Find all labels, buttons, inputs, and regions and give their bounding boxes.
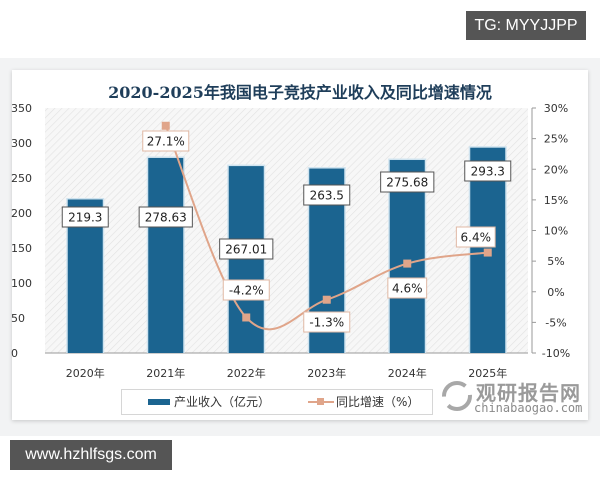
y-right-tick: -5% bbox=[545, 316, 566, 329]
x-tick-label: 2022年 bbox=[227, 366, 266, 380]
growth-value-label: -1.3% bbox=[309, 316, 344, 330]
bar-value-label: 275.68 bbox=[386, 176, 428, 190]
bar-value-label-box bbox=[464, 160, 512, 182]
watermark-cn: 观研报告网 bbox=[476, 381, 581, 405]
chart-legend: 产业收入（亿元） 同比增速（%） bbox=[121, 389, 433, 415]
growth-value-label: 27.1% bbox=[147, 135, 185, 149]
y-right-tick: 5% bbox=[547, 255, 564, 268]
y-left-tick: 100 bbox=[11, 277, 32, 290]
x-tick-label: 2021年 bbox=[146, 366, 185, 380]
chart-title: 2020-2025年我国电子竞技产业收入及同比增速情况 bbox=[108, 83, 492, 102]
y-left-tick: 200 bbox=[11, 207, 32, 220]
line-marker bbox=[242, 313, 251, 322]
legend-line-marker-icon bbox=[317, 398, 324, 405]
bar-value-label-box bbox=[219, 238, 274, 260]
bar-value-label-box bbox=[61, 206, 109, 228]
y-right-tick: 0% bbox=[547, 286, 564, 299]
y-left-tick: 0 bbox=[11, 347, 18, 360]
watermark-en: chinabaogao.com bbox=[474, 401, 583, 415]
y-right-tick: 15% bbox=[544, 194, 568, 207]
growth-value-label: 4.6% bbox=[392, 282, 423, 296]
watermark-logo-icon bbox=[442, 381, 472, 411]
line-marker bbox=[403, 259, 412, 268]
bar-value-label-box bbox=[380, 171, 435, 193]
y-right-tick: 10% bbox=[544, 225, 568, 238]
growth-value-label-box bbox=[142, 130, 190, 152]
line-marker bbox=[161, 121, 170, 130]
legend-bar-label: 产业收入（亿元） bbox=[174, 395, 271, 409]
line-marker bbox=[483, 248, 492, 257]
legend-bar-swatch bbox=[148, 399, 170, 405]
y-left-tick: 300 bbox=[11, 137, 32, 150]
y-right-tick: 25% bbox=[544, 133, 568, 146]
growth-value-label-box bbox=[387, 277, 428, 299]
line-marker bbox=[322, 295, 331, 304]
y-left-tick: 50 bbox=[11, 312, 25, 325]
growth-value-label-box bbox=[455, 226, 496, 248]
y-left-tick: 250 bbox=[11, 172, 32, 185]
plot-area bbox=[45, 108, 528, 353]
growth-value-label-box bbox=[303, 311, 351, 333]
legend-line-label: 同比增速（%） bbox=[336, 395, 420, 409]
x-tick-label: 2023年 bbox=[307, 366, 346, 380]
growth-line bbox=[164, 125, 488, 331]
bar-value-label: 219.3 bbox=[68, 211, 102, 225]
growth-value-label-box bbox=[222, 279, 270, 301]
url-badge: www.hzhlfsgs.com bbox=[10, 440, 172, 470]
bar-value-label: 267.01 bbox=[225, 243, 267, 257]
bar bbox=[148, 157, 184, 353]
y-right-tick: -10% bbox=[542, 347, 570, 360]
bar-value-label: 263.5 bbox=[310, 189, 344, 203]
y-right-tick: 20% bbox=[544, 163, 568, 176]
bar-value-label-box bbox=[303, 184, 351, 206]
y-left-tick: 350 bbox=[11, 102, 32, 115]
bar-value-label: 278.63 bbox=[145, 211, 187, 225]
x-tick-label: 2020年 bbox=[66, 366, 105, 380]
x-tick-label: 2025年 bbox=[468, 366, 507, 380]
bar-value-label-box bbox=[138, 206, 193, 228]
y-left-tick: 150 bbox=[11, 242, 32, 255]
growth-value-label: -4.2% bbox=[229, 284, 264, 298]
bar bbox=[228, 166, 264, 353]
bar-value-label: 293.3 bbox=[471, 165, 505, 179]
tg-badge: TG: MYYJJPP bbox=[466, 11, 586, 40]
y-right-tick: 30% bbox=[544, 102, 568, 115]
growth-value-label: 6.4% bbox=[461, 231, 492, 245]
x-tick-label: 2024年 bbox=[388, 366, 427, 380]
